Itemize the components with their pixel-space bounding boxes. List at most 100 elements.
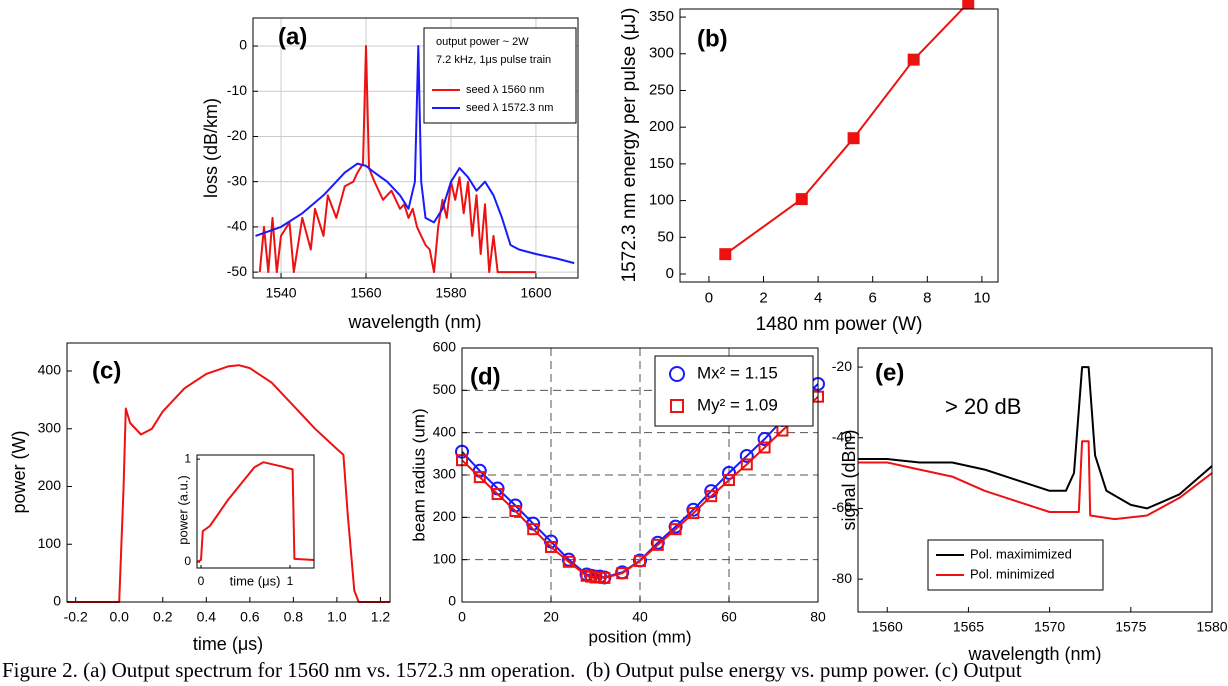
y-tick-label: -40: [227, 218, 247, 234]
x-tick-label: 1580: [1196, 618, 1227, 634]
panel-label: (b): [697, 25, 728, 52]
x-tick-label: 1560: [350, 284, 381, 300]
series-line: [67, 364, 390, 603]
y-tick-label: 0: [239, 37, 247, 53]
series-line: [196, 461, 315, 563]
y-tick-label: 50: [657, 228, 674, 245]
y-tick-label: -10: [227, 82, 247, 98]
x-tick-label: 80: [810, 608, 826, 624]
plot-frame: [461, 347, 819, 603]
y-tick-label: 0: [448, 593, 456, 609]
x-tick-label: 40: [632, 608, 648, 624]
legend-label: Mx² = 1.15: [697, 363, 778, 382]
y-tick-label: 400: [38, 362, 62, 378]
point: [545, 540, 557, 553]
series-line: [258, 45, 536, 274]
point: [509, 504, 522, 517]
legend-label: seed λ 1560 nm: [466, 84, 544, 96]
panel-label: (a): [278, 23, 307, 50]
point: [757, 432, 772, 447]
point: [651, 538, 664, 551]
legend-marker: [669, 366, 685, 382]
x-tick-label: 0: [705, 289, 713, 306]
x-tick-label: 0: [198, 574, 205, 588]
plot-frame: [66, 342, 391, 603]
y-tick-label: 100: [433, 550, 457, 566]
x-tick-label: 4: [814, 289, 822, 306]
point: [795, 193, 808, 206]
point: [669, 523, 682, 536]
panel-label: (c): [92, 357, 121, 384]
x-axis-label: 1480 nm power (W): [756, 314, 923, 335]
y-tick-label: 0: [666, 265, 674, 282]
plot-frame: [252, 17, 579, 279]
x-axis-label: position (mm): [589, 627, 692, 646]
plot-area: [197, 455, 314, 568]
y-tick-label: -20: [832, 358, 852, 374]
legend-label: Pol. minimized: [970, 566, 1055, 581]
point: [847, 132, 860, 145]
point: [527, 523, 540, 536]
x-tick-label: 6: [869, 289, 877, 306]
point: [634, 554, 646, 567]
y-axis-label: power (W): [9, 430, 29, 513]
y-axis-label: 1572.3 nm energy per pulse (μJ): [619, 8, 640, 283]
caption: Figure 2. (a) Output spectrum for 1560 n…: [2, 658, 1022, 682]
point: [962, 0, 975, 10]
panel-label: (e): [875, 359, 904, 386]
x-tick-label: 1570: [1034, 618, 1065, 634]
y-tick-label: -40: [832, 428, 852, 444]
plot-frame: [857, 347, 1213, 613]
y-tick-label: 100: [649, 192, 674, 209]
point: [723, 474, 735, 487]
plot-area: [680, 9, 998, 282]
y-tick-label: -50: [227, 263, 247, 279]
y-axis-label: signal (dBm): [839, 429, 859, 530]
legend-label: Pol. maximimized: [970, 546, 1072, 561]
point: [562, 555, 575, 568]
x-tick-label: 0.6: [240, 608, 260, 624]
x-tick-label: 8: [923, 289, 931, 306]
x-tick-label: 1540: [265, 284, 296, 300]
y-tick-label: -30: [227, 172, 247, 188]
y-tick-label: 200: [433, 508, 457, 524]
y-tick-label: 500: [433, 381, 457, 397]
legend-label: seed λ 1572.3 nm: [466, 102, 553, 114]
point: [491, 488, 504, 501]
point: [758, 441, 771, 454]
point: [740, 458, 753, 471]
x-tick-label: 1: [287, 574, 294, 588]
x-tick-label: 2: [759, 289, 767, 306]
x-tick-label: 60: [721, 608, 737, 624]
x-tick-label: 1.2: [371, 608, 391, 624]
y-tick-label: 600: [433, 339, 457, 355]
y-tick-label: -60: [832, 499, 852, 515]
y-tick-label: 0: [53, 593, 61, 609]
point: [907, 53, 920, 66]
y-axis-label: beam radius (um): [409, 408, 428, 541]
x-tick-label: 0.8: [284, 608, 304, 624]
x-tick-label: -0.2: [64, 608, 88, 624]
x-tick-label: 1.0: [327, 608, 347, 624]
y-axis-label: loss (dB/km): [201, 98, 221, 198]
plot-frame: [679, 8, 999, 283]
point: [705, 490, 718, 503]
legend-marker: [670, 399, 684, 413]
x-tick-label: 1565: [953, 618, 984, 634]
y-tick-label: -80: [832, 570, 852, 586]
series-line: [461, 395, 819, 579]
x-tick-label: 0.2: [153, 608, 173, 624]
y-tick-label: 350: [649, 8, 674, 25]
series-line: [255, 45, 575, 265]
y-axis-label: power (a.u.): [175, 475, 190, 544]
plot-frame: [196, 454, 315, 569]
x-tick-label: 0.0: [110, 608, 130, 624]
y-tick-label: 300: [433, 466, 457, 482]
legend-box: [927, 539, 1104, 591]
point: [616, 567, 629, 580]
y-tick-label: 250: [649, 81, 674, 98]
y-tick-label: 400: [433, 423, 457, 439]
annotation: > 20 dB: [945, 394, 1021, 419]
x-tick-label: 10: [974, 289, 991, 306]
